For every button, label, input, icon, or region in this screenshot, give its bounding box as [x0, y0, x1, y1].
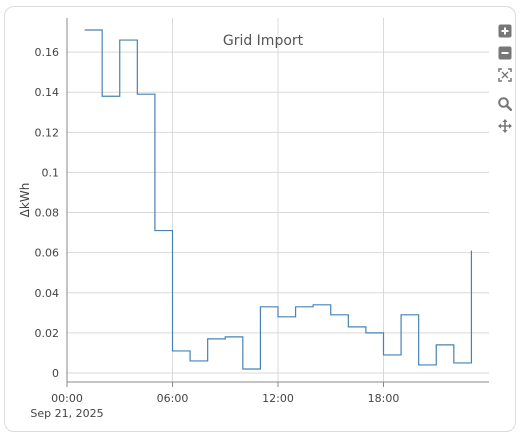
y-tick-label: 0.06: [35, 247, 60, 260]
y-axis-label: ΔkWh: [18, 183, 32, 218]
y-tick-label: 0.04: [35, 287, 60, 300]
y-tick-label: 0: [52, 367, 59, 380]
y-tick-label: 0.16: [35, 46, 60, 59]
chart-title: Grid Import: [223, 33, 304, 49]
x-axis-date-label: Sep 21, 2025: [30, 407, 103, 420]
x-tick-label: 12:00: [262, 392, 294, 405]
series-layer: [84, 29, 473, 370]
zoom-magnifier-icon[interactable]: [498, 97, 512, 111]
zoom-out-icon[interactable]: [498, 46, 512, 60]
y-tick-label: 0.02: [35, 327, 60, 340]
y-tick-label: 0.08: [35, 207, 60, 220]
grid-lines: [67, 18, 489, 382]
series-line: [84, 29, 473, 370]
autoscale-icon[interactable]: [498, 68, 512, 82]
pan-move-icon[interactable]: [498, 119, 512, 133]
x-tick-label: 00:00: [51, 392, 83, 405]
zoom-in-icon[interactable]: [498, 24, 512, 38]
tick-labels: 0 0.02 0.04 0.06 0.08 0.1 0.12 0.14 0.16 00:00 06:…: [35, 46, 400, 405]
y-tick-label: 0.12: [35, 126, 60, 139]
x-tick-label: 06:00: [157, 392, 189, 405]
y-tick-label: 0.14: [35, 86, 60, 99]
x-tick-label: 18:00: [368, 392, 400, 405]
y-tick-label: 0.1: [42, 166, 60, 179]
axes: [66, 18, 489, 387]
